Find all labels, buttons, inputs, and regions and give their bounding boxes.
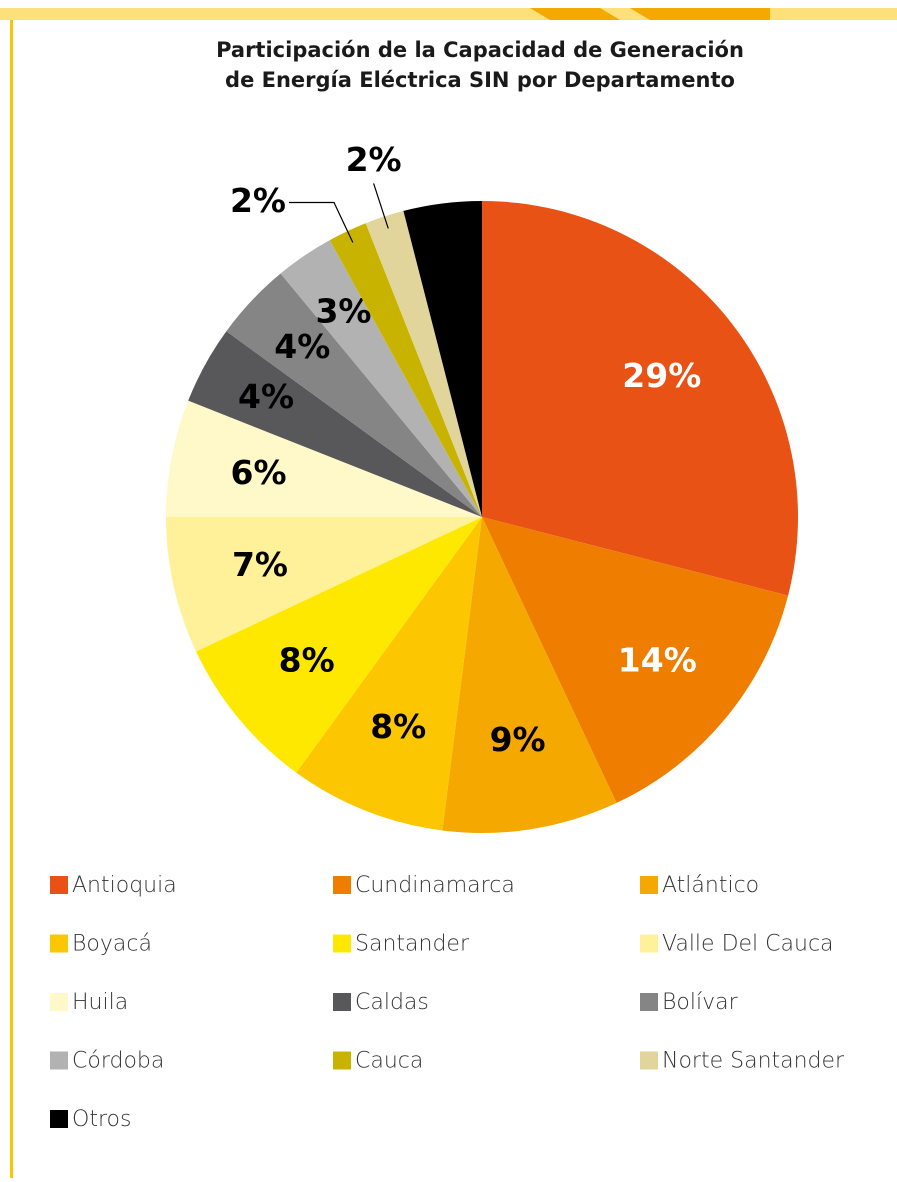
legend-label: Valle Del Cauca bbox=[662, 932, 834, 957]
legend-swatch bbox=[333, 876, 351, 894]
legend-label: Córdoba bbox=[72, 1049, 164, 1074]
slice-label: 9% bbox=[490, 720, 546, 759]
chart-title: Participación de la Capacidad de Generac… bbox=[216, 38, 744, 62]
slice-label: 2% bbox=[346, 140, 402, 179]
pie-slice bbox=[226, 273, 482, 517]
legend-label: Caldas bbox=[355, 990, 429, 1015]
legend-swatch bbox=[640, 934, 658, 953]
left-border bbox=[10, 20, 13, 1178]
leader-line bbox=[373, 183, 389, 229]
pie-slice bbox=[403, 201, 482, 517]
slice-label: 8% bbox=[370, 707, 426, 746]
legend-swatch bbox=[50, 1051, 68, 1070]
legend-swatch bbox=[333, 934, 351, 953]
slice-label: 4% bbox=[238, 377, 294, 416]
pie-slice bbox=[329, 223, 482, 518]
pie-slice bbox=[296, 517, 482, 831]
pie-slice bbox=[166, 400, 482, 517]
leader-line bbox=[288, 201, 354, 243]
legend-swatch bbox=[640, 1051, 658, 1070]
legend-swatch bbox=[640, 993, 658, 1011]
chart-title: de Energía Eléctrica SIN por Departament… bbox=[225, 68, 735, 92]
pie: 29%14%9%8%8%7%6%4%4%3%2%2%4% bbox=[166, 140, 798, 834]
legend-swatch bbox=[50, 993, 68, 1011]
top-accent bbox=[530, 8, 620, 20]
slice-label: 7% bbox=[232, 545, 288, 584]
slice-label: 4% bbox=[274, 327, 330, 366]
pie-slice bbox=[482, 201, 798, 596]
slice-label: 14% bbox=[618, 641, 697, 680]
legend-swatch bbox=[640, 876, 658, 894]
pie-slice bbox=[280, 240, 482, 517]
legend-label: Boyacá bbox=[72, 932, 152, 957]
pie-slice bbox=[482, 517, 789, 803]
legend-swatch bbox=[333, 1051, 351, 1070]
slice-label: 29% bbox=[622, 356, 701, 395]
legend-label: Atlántico bbox=[662, 873, 759, 898]
top-accent bbox=[630, 8, 770, 20]
legend-label: Cundinamarca bbox=[355, 873, 515, 898]
slice-label: 8% bbox=[279, 641, 335, 680]
legend-label: Huila bbox=[72, 990, 128, 1015]
slice-label: 4% bbox=[423, 251, 479, 290]
legend-label: Antioquia bbox=[72, 873, 177, 898]
pie-slice bbox=[188, 331, 483, 517]
legend-label: Otros bbox=[72, 1107, 131, 1132]
pie-slice bbox=[196, 517, 482, 773]
slice-label: 2% bbox=[230, 181, 286, 220]
slice-label: 6% bbox=[230, 453, 286, 492]
pie-slice bbox=[166, 517, 482, 652]
legend-label: Santander bbox=[355, 932, 470, 957]
legend-swatch bbox=[50, 934, 68, 953]
legend: Antioquia Cundinamarca Atlántico Boyacá Sant… bbox=[50, 873, 845, 1132]
legend-label: Bolívar bbox=[662, 990, 739, 1015]
legend-label: Cauca bbox=[355, 1049, 423, 1074]
legend-swatch bbox=[50, 1110, 68, 1128]
legend-swatch bbox=[333, 993, 351, 1011]
legend-swatch bbox=[50, 876, 68, 894]
pie-slice bbox=[442, 517, 617, 834]
pie-slice bbox=[365, 210, 482, 517]
legend-label: Norte Santander bbox=[662, 1049, 845, 1074]
